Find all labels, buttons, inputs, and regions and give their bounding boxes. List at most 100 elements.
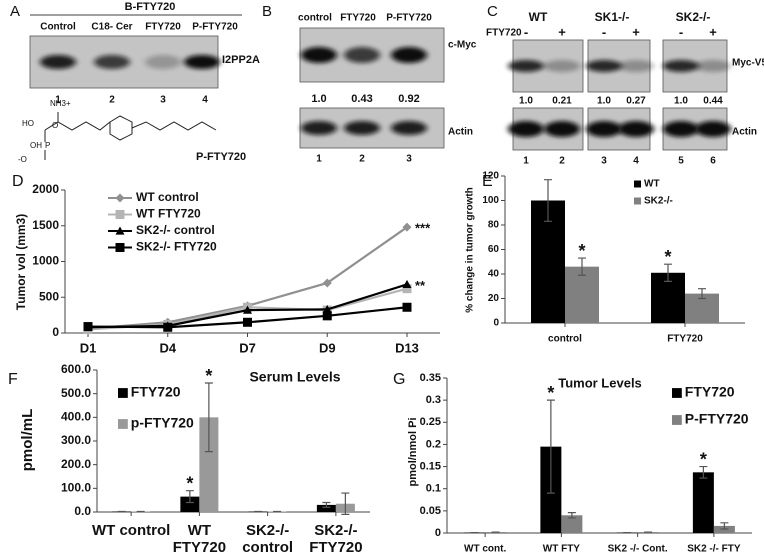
treatment-sign: -: [602, 24, 606, 39]
legend-label: SK2-/-: [644, 196, 673, 207]
y-tick-label: 120: [482, 171, 499, 182]
lane-number: 2: [359, 154, 365, 165]
y-axis-label: % change in tumor growth: [465, 187, 476, 313]
y-tick-label: 0.25: [420, 416, 441, 428]
x-tick-label: WT cont.: [464, 544, 506, 555]
legend-swatch: [118, 388, 128, 398]
marker: [243, 317, 252, 327]
chart-title: Tumor Levels: [558, 375, 642, 390]
atom-label: O: [52, 121, 58, 130]
error-bar: [204, 382, 213, 453]
blot-label: c-Myc: [448, 40, 477, 51]
band: [695, 60, 731, 72]
marker: [402, 284, 412, 294]
group-label: WT: [529, 10, 548, 24]
y-tick-label: 0.05: [420, 505, 441, 517]
y-tick-label: 100.0: [61, 481, 91, 495]
legend-label: WT: [644, 179, 660, 190]
y-tick-label: 40: [488, 269, 500, 280]
y-tick-label: 500: [39, 289, 59, 303]
error-bar: [664, 263, 672, 282]
marker: [83, 322, 93, 332]
annotation: *: [664, 247, 671, 267]
bar: [180, 496, 200, 512]
benzene-ring: [109, 115, 133, 141]
treatment-sign: -: [679, 24, 683, 39]
lane-number: 2: [109, 95, 115, 106]
x-tick-label: FTY720: [667, 334, 703, 345]
legend-label: SK2-/- FTY720: [136, 240, 217, 254]
lane-number: 1: [316, 154, 322, 165]
marker: [322, 304, 332, 314]
blot-label: Myc-V5: [732, 58, 764, 69]
chart-title: Serum Levels: [249, 369, 340, 385]
x-tick-label: D13: [395, 340, 419, 355]
error-bar: [544, 179, 552, 222]
error-bar: [578, 257, 586, 276]
y-tick-label: 60: [488, 244, 500, 255]
band: [663, 60, 699, 72]
treatment-sign: +: [709, 24, 717, 39]
ratio: 1.0: [311, 93, 326, 105]
y-tick-label: 0.0: [74, 504, 91, 518]
panel-label: A: [10, 3, 20, 20]
panel-label: D: [12, 173, 24, 190]
ratio: 1.0: [674, 96, 688, 107]
band: [40, 55, 76, 69]
legend-label: p-FTY720: [131, 415, 194, 431]
blot-label: I2PP2A: [222, 54, 260, 66]
band: [301, 47, 337, 63]
treatment-sign: -: [524, 24, 528, 39]
band: [508, 121, 544, 137]
x-tick-label: WT control: [91, 522, 171, 539]
band: [663, 121, 699, 137]
lane-number: 2: [559, 156, 565, 167]
x-tick-label: WT FTY720: [172, 522, 227, 556]
error-bar: [546, 399, 555, 494]
marker: [115, 243, 125, 252]
error-bar: [567, 512, 576, 519]
band: [618, 121, 654, 137]
y-tick-label: 2000: [32, 182, 59, 196]
band: [586, 60, 622, 72]
lane-label: P-FTY720: [386, 13, 432, 24]
marker: [115, 193, 125, 203]
lane-number: 1: [523, 156, 529, 167]
y-tick-label: 200.0: [61, 457, 91, 471]
treatment-sign: +: [632, 24, 640, 39]
band: [586, 121, 622, 137]
lane-number: 6: [710, 156, 716, 167]
legend-swatch: [634, 197, 641, 205]
lane-number: 5: [678, 156, 684, 167]
y-tick-label: 100: [482, 195, 499, 206]
lane-number: 4: [633, 156, 639, 167]
annotation: **: [415, 278, 426, 293]
ratio: 1.0: [597, 96, 611, 107]
annotation: ***: [415, 221, 431, 236]
band: [301, 121, 337, 135]
alkyl-chain: [131, 121, 217, 131]
bar: [692, 472, 714, 533]
lane-number: 3: [406, 154, 412, 165]
band: [391, 121, 427, 135]
band: [184, 55, 220, 69]
x-tick-label: SK2-/- control: [242, 522, 294, 556]
x-tick-label: D9: [319, 340, 336, 355]
atom-label: OH: [30, 141, 42, 150]
bar: [565, 266, 599, 323]
error-bar: [322, 501, 331, 508]
y-tick-label: 0: [493, 318, 499, 329]
group-label: SK1-/-: [595, 10, 630, 24]
legend-swatch: [672, 415, 682, 425]
marker: [115, 226, 125, 235]
band: [344, 47, 380, 63]
marker: [322, 311, 332, 321]
band: [94, 55, 130, 69]
legend-label: FTY720: [685, 384, 735, 400]
error-bar: [341, 492, 350, 515]
annotation: *: [578, 241, 585, 261]
x-tick-label: WT FTY: [543, 544, 581, 555]
legend-swatch: [118, 419, 128, 429]
marker: [402, 302, 412, 312]
